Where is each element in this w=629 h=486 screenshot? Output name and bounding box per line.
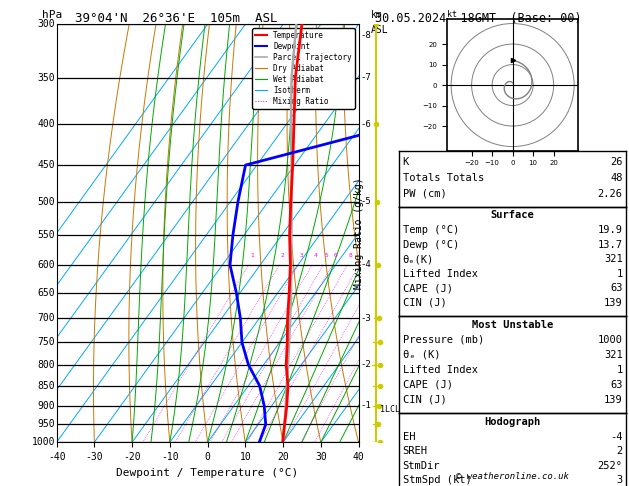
Text: 2.26: 2.26	[598, 189, 623, 199]
Text: -5: -5	[360, 197, 370, 206]
Text: -4: -4	[360, 260, 370, 269]
Text: 19.9: 19.9	[598, 225, 623, 235]
Text: 2: 2	[281, 253, 284, 258]
Text: -7: -7	[360, 73, 370, 82]
Text: 26: 26	[610, 157, 623, 167]
Text: Pressure (mb): Pressure (mb)	[403, 335, 484, 345]
Text: 700: 700	[38, 313, 55, 324]
Text: 10: 10	[359, 253, 366, 258]
Text: 1: 1	[250, 253, 254, 258]
Text: 650: 650	[38, 288, 55, 298]
Text: CIN (J): CIN (J)	[403, 395, 447, 404]
Text: 63: 63	[610, 380, 623, 390]
Text: PW (cm): PW (cm)	[403, 189, 447, 199]
Text: CIN (J): CIN (J)	[403, 298, 447, 308]
Text: -3: -3	[360, 314, 370, 323]
Text: Mixing Ratio (g/kg): Mixing Ratio (g/kg)	[353, 177, 364, 289]
Text: θₑ (K): θₑ (K)	[403, 350, 440, 360]
Text: hPa: hPa	[42, 10, 62, 20]
Text: Totals Totals: Totals Totals	[403, 173, 484, 183]
Text: 48: 48	[610, 173, 623, 183]
Text: 450: 450	[38, 160, 55, 170]
Text: 8: 8	[348, 253, 352, 258]
Text: 321: 321	[604, 350, 623, 360]
Text: 139: 139	[604, 395, 623, 404]
Text: -6: -6	[360, 120, 370, 129]
Text: CAPE (J): CAPE (J)	[403, 283, 452, 294]
Legend: Temperature, Dewpoint, Parcel Trajectory, Dry Adiabat, Wet Adiabat, Isotherm, Mi: Temperature, Dewpoint, Parcel Trajectory…	[252, 28, 355, 109]
Text: 39°04'N  26°36'E  105m  ASL: 39°04'N 26°36'E 105m ASL	[75, 12, 277, 25]
Text: 6: 6	[334, 253, 338, 258]
Text: 13.7: 13.7	[598, 240, 623, 250]
Text: 63: 63	[610, 283, 623, 294]
Text: -1: -1	[360, 401, 370, 410]
Text: 1000: 1000	[31, 437, 55, 447]
Text: 139: 139	[604, 298, 623, 308]
Text: 800: 800	[38, 360, 55, 370]
Text: 900: 900	[38, 400, 55, 411]
Text: -8: -8	[360, 31, 370, 40]
Text: 850: 850	[38, 381, 55, 391]
Text: Dewp (°C): Dewp (°C)	[403, 240, 459, 250]
Text: K: K	[403, 157, 409, 167]
Text: 1LCL: 1LCL	[380, 405, 400, 414]
Text: 321: 321	[604, 254, 623, 264]
Text: 4: 4	[313, 253, 317, 258]
Text: 950: 950	[38, 419, 55, 430]
Text: 1000: 1000	[598, 335, 623, 345]
Text: SREH: SREH	[403, 446, 428, 456]
Text: 1: 1	[616, 269, 623, 279]
Text: 750: 750	[38, 337, 55, 347]
Text: -2: -2	[360, 360, 370, 369]
Text: Lifted Index: Lifted Index	[403, 269, 477, 279]
Text: 300: 300	[38, 19, 55, 29]
Text: EH: EH	[403, 432, 415, 442]
Text: Temp (°C): Temp (°C)	[403, 225, 459, 235]
X-axis label: Dewpoint / Temperature (°C): Dewpoint / Temperature (°C)	[116, 468, 299, 478]
Text: 5: 5	[325, 253, 328, 258]
Text: Lifted Index: Lifted Index	[403, 364, 477, 375]
Text: 500: 500	[38, 197, 55, 207]
Text: 600: 600	[38, 260, 55, 270]
Text: kt: kt	[447, 10, 457, 19]
Text: 2: 2	[616, 446, 623, 456]
Text: θₑ(K): θₑ(K)	[403, 254, 434, 264]
Text: ASL: ASL	[370, 25, 388, 35]
Text: 1: 1	[616, 364, 623, 375]
Text: © weatheronline.co.uk: © weatheronline.co.uk	[456, 472, 569, 481]
Text: Hodograph: Hodograph	[484, 417, 541, 427]
Text: 350: 350	[38, 73, 55, 83]
Text: CAPE (J): CAPE (J)	[403, 380, 452, 390]
Text: 400: 400	[38, 119, 55, 129]
Text: -4: -4	[610, 432, 623, 442]
Text: 550: 550	[38, 230, 55, 240]
Text: StmDir: StmDir	[403, 461, 440, 471]
Text: Surface: Surface	[491, 210, 535, 221]
Text: Most Unstable: Most Unstable	[472, 320, 554, 330]
Text: 3: 3	[299, 253, 303, 258]
Text: StmSpd (kt): StmSpd (kt)	[403, 475, 471, 486]
Text: km: km	[370, 10, 382, 20]
Text: 3: 3	[616, 475, 623, 486]
Text: 30.05.2024  18GMT  (Base: 00): 30.05.2024 18GMT (Base: 00)	[375, 12, 581, 25]
Text: 252°: 252°	[598, 461, 623, 471]
